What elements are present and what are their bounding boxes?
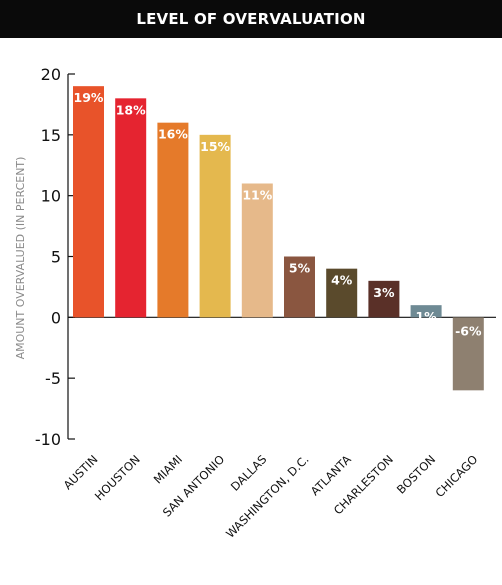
- data-label: -6%: [455, 323, 482, 338]
- y-axis-label: AMOUNT OVERVALUED (IN PERCENT): [14, 157, 27, 360]
- bar: [115, 98, 147, 318]
- chart-title: LEVEL OF OVERVALUATION: [136, 10, 366, 28]
- data-label: 1%: [415, 309, 437, 324]
- bar: [157, 122, 189, 318]
- y-tick-label: -5: [45, 369, 61, 388]
- y-tick-label: 20: [41, 65, 61, 84]
- bar: [241, 183, 273, 318]
- category-label: AUSTIN: [61, 452, 101, 492]
- y-tick-label: 10: [41, 187, 61, 206]
- chart-bars: [73, 86, 484, 391]
- data-label: 5%: [289, 261, 311, 276]
- data-label: 16%: [158, 127, 188, 142]
- y-tick-label: -10: [35, 430, 61, 449]
- bar: [368, 280, 400, 318]
- data-label: 11%: [242, 188, 272, 203]
- data-label: 19%: [74, 90, 104, 105]
- bar: [326, 268, 358, 318]
- y-tick-label: 5: [51, 248, 61, 267]
- bar: [452, 317, 484, 391]
- y-tick-label: 15: [41, 126, 61, 145]
- title-bar: [0, 0, 502, 38]
- bar: [199, 134, 231, 318]
- category-label: MIAMI: [151, 452, 185, 486]
- category-label: HOUSTON: [92, 452, 143, 503]
- data-label: 3%: [373, 285, 395, 300]
- bar: [410, 305, 442, 318]
- data-label: 4%: [331, 273, 353, 288]
- y-tick-label: 0: [51, 308, 61, 327]
- data-label: 15%: [200, 139, 230, 154]
- category-label: CHICAGO: [433, 452, 481, 500]
- data-label: 18%: [116, 102, 146, 117]
- category-label: WASHINGTON, D.C.: [223, 452, 312, 541]
- category-label: DALLAS: [228, 452, 270, 494]
- bar: [284, 256, 315, 318]
- bar: [73, 86, 104, 318]
